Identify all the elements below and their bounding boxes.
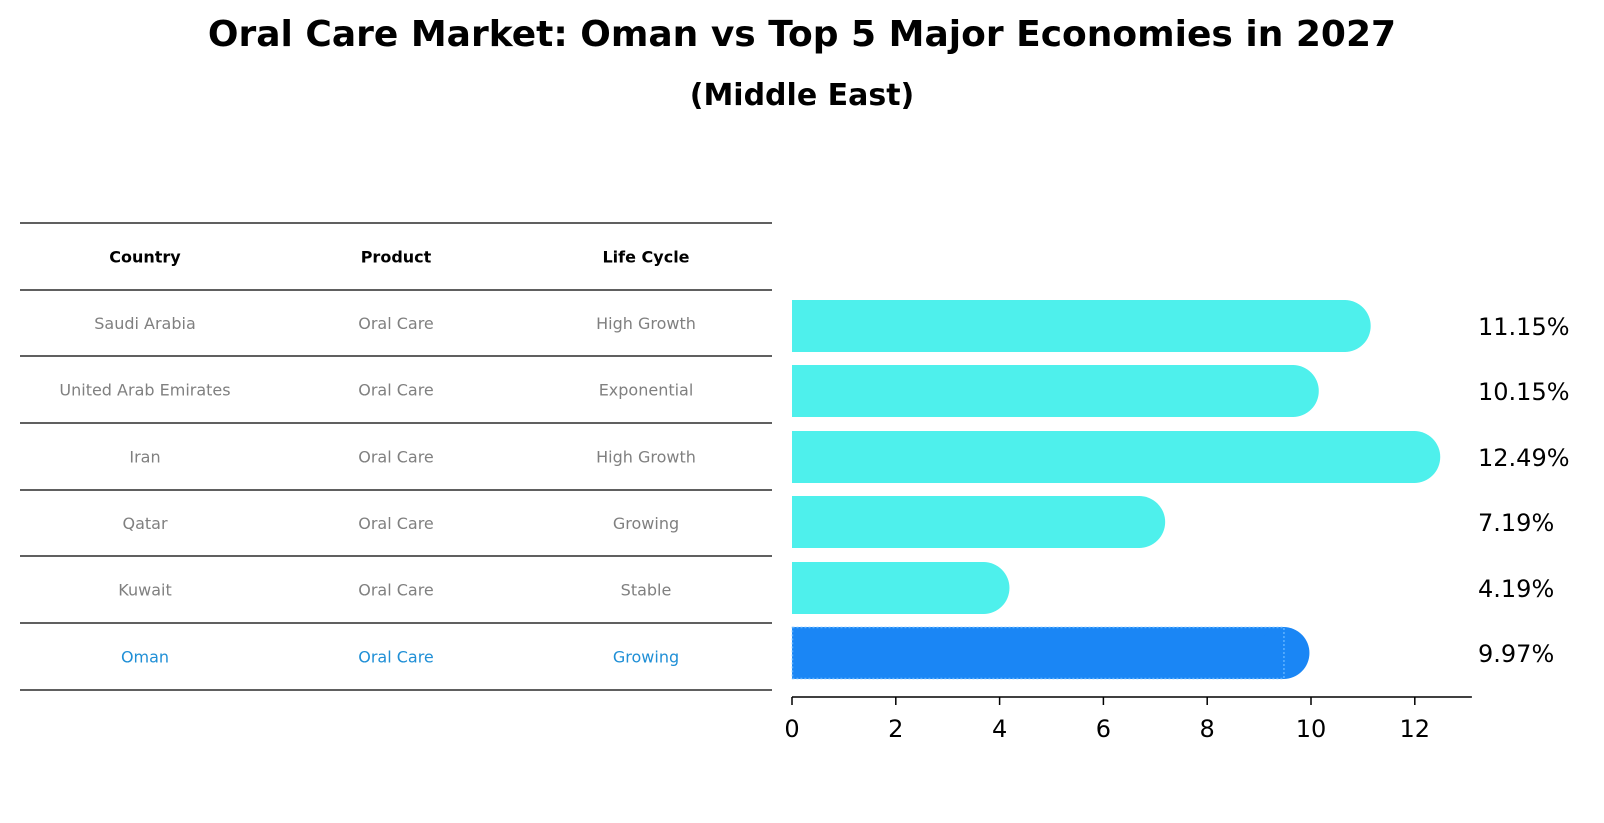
x-tick-label: 8 — [1200, 715, 1215, 743]
bar-highlight-outline — [791, 626, 1285, 680]
bar-cap — [1113, 496, 1166, 548]
bar-united-arab-emirates — [792, 365, 1319, 417]
bar-saudi-arabia — [792, 300, 1371, 352]
bar-cap — [1388, 431, 1441, 483]
x-tick-label: 0 — [784, 715, 799, 743]
table-cell: Kuwait — [118, 581, 171, 600]
bar-iran — [792, 431, 1441, 483]
table-cell: Oral Care — [358, 648, 434, 667]
bar-body — [792, 431, 1416, 483]
bar-value-label: 9.97% — [1478, 640, 1554, 668]
bar-cap — [1318, 300, 1371, 352]
bar-body — [792, 365, 1294, 417]
table-cell: Iran — [129, 448, 160, 467]
x-tick-label: 4 — [992, 715, 1007, 743]
bar-value-label: 4.19% — [1478, 575, 1554, 603]
x-axis: 0 2 4 6 8 10 12 — [784, 696, 1472, 743]
table-cell: High Growth — [596, 314, 696, 333]
bar-body — [792, 300, 1346, 352]
table-cell: Saudi Arabia — [94, 314, 196, 333]
table-cell: Oral Care — [358, 448, 434, 467]
table-header: Country — [109, 248, 181, 267]
chart-title: Oral Care Market: Oman vs Top 5 Major Ec… — [207, 14, 1397, 55]
bar-body — [792, 627, 1285, 679]
bar-value-label: 12.49% — [1478, 444, 1570, 472]
table-cell: Qatar — [122, 514, 167, 533]
bar-kuwait — [792, 562, 1010, 614]
x-tick-label: 2 — [888, 715, 903, 743]
table-header: Life Cycle — [602, 248, 689, 267]
x-tick-label: 12 — [1400, 715, 1431, 743]
bar-cap — [957, 562, 1010, 614]
bar-value-label: 7.19% — [1478, 509, 1554, 537]
table-cell: Oral Care — [358, 314, 434, 333]
table-cell: Oral Care — [358, 581, 434, 600]
data-table: Country Product Life Cycle Saudi Arabia Oral… — [20, 222, 772, 691]
table-cell: Exponential — [599, 381, 694, 400]
x-tick-label: 10 — [1296, 715, 1327, 743]
bar-value-label: 11.15% — [1478, 313, 1570, 341]
table-cell: Oral Care — [358, 381, 434, 400]
bar-qatar — [792, 496, 1166, 548]
bar-body — [792, 496, 1141, 548]
bar-series: 11.15% 10.15% 12.49% 7.19% 4.19% 9.97% — [791, 300, 1570, 680]
bar-value-label: 10.15% — [1478, 378, 1570, 406]
table-cell: Growing — [613, 648, 679, 667]
x-tick-label: 6 — [1096, 715, 1111, 743]
table-cell: Oral Care — [358, 514, 434, 533]
bar-oman — [791, 626, 1310, 680]
chart-subtitle: (Middle East) — [689, 78, 915, 113]
bar-body — [792, 562, 985, 614]
table-cell: Growing — [613, 514, 679, 533]
table-header: Product — [361, 248, 432, 267]
table-cell: High Growth — [596, 448, 696, 467]
table-cell: United Arab Emirates — [59, 381, 230, 400]
table-cell: Stable — [621, 581, 672, 600]
bar-cap — [1266, 365, 1319, 417]
table-cell: Oman — [121, 648, 169, 667]
